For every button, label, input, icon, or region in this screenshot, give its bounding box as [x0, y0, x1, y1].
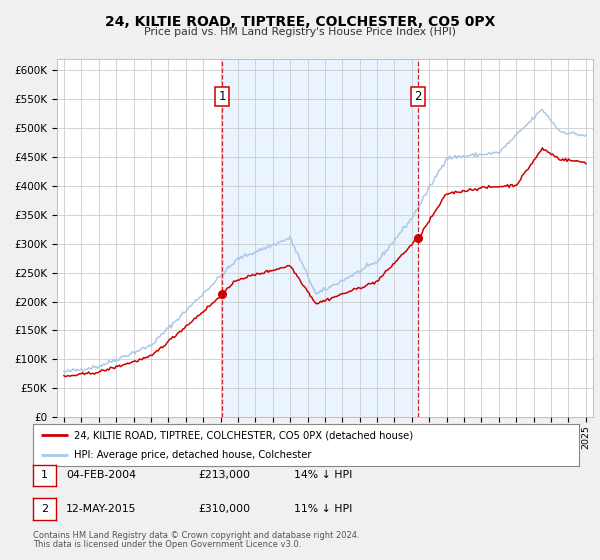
Bar — [222, 59, 418, 417]
Text: HPI: Average price, detached house, Colchester: HPI: Average price, detached house, Colc… — [74, 450, 311, 460]
Text: This data is licensed under the Open Government Licence v3.0.: This data is licensed under the Open Gov… — [33, 540, 301, 549]
Text: 1: 1 — [218, 90, 226, 103]
Text: £310,000: £310,000 — [198, 504, 250, 514]
Text: 2: 2 — [415, 90, 422, 103]
Text: 24, KILTIE ROAD, TIPTREE, COLCHESTER, CO5 0PX (detached house): 24, KILTIE ROAD, TIPTREE, COLCHESTER, CO… — [74, 430, 413, 440]
Text: Price paid vs. HM Land Registry's House Price Index (HPI): Price paid vs. HM Land Registry's House … — [144, 27, 456, 37]
Text: 24, KILTIE ROAD, TIPTREE, COLCHESTER, CO5 0PX: 24, KILTIE ROAD, TIPTREE, COLCHESTER, CO… — [105, 15, 495, 29]
Text: 14% ↓ HPI: 14% ↓ HPI — [294, 470, 352, 480]
Text: 12-MAY-2015: 12-MAY-2015 — [66, 504, 137, 514]
Text: 1: 1 — [41, 470, 48, 480]
Text: 2: 2 — [41, 504, 48, 514]
Text: £213,000: £213,000 — [198, 470, 250, 480]
Text: 11% ↓ HPI: 11% ↓ HPI — [294, 504, 352, 514]
Text: Contains HM Land Registry data © Crown copyright and database right 2024.: Contains HM Land Registry data © Crown c… — [33, 531, 359, 540]
Text: 04-FEB-2004: 04-FEB-2004 — [66, 470, 136, 480]
